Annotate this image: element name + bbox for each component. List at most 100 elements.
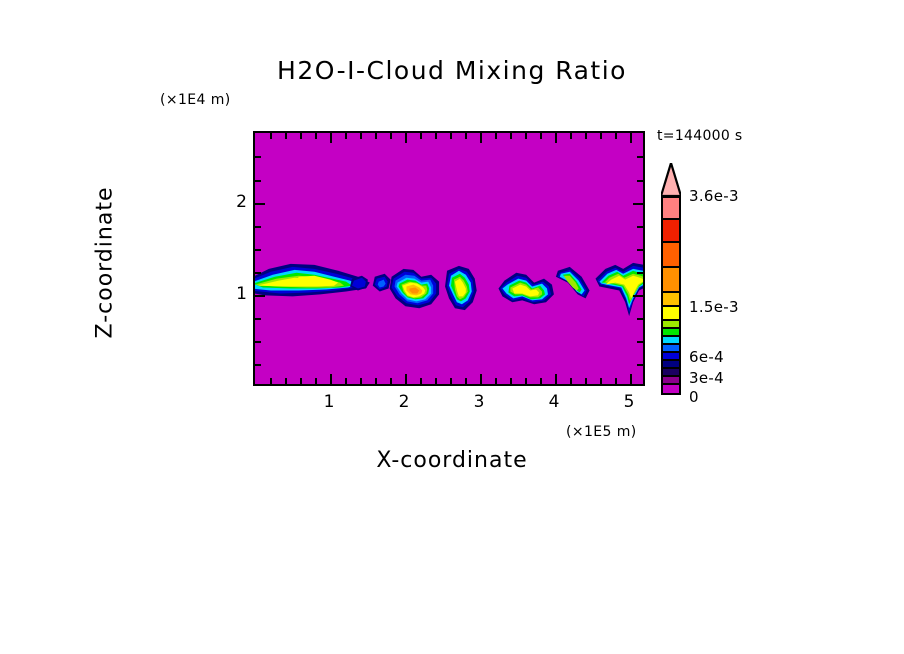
y-minor-tick [255,156,261,158]
y-minor-tick-right [637,226,643,228]
heatmap-field [255,133,643,384]
colorbar-label-mid: 1.5e-3 [689,298,739,316]
x-minor-tick-top [285,133,287,139]
x-minor-tick [450,378,452,384]
x-minor-tick-top [615,133,617,139]
x-minor-tick-top [510,133,512,139]
x-minor-tick [510,378,512,384]
colorbar: 3.6e-3 1.5e-3 6e-4 3e-4 0 [661,163,781,406]
x-minor-tick-top [540,133,542,139]
x-minor-tick-top [270,133,272,139]
x-minor-tick-top [525,133,527,139]
y-major-tick [255,295,265,297]
colorbar-label-zero: 0 [689,388,699,406]
colorbar-label-6e-4: 6e-4 [689,348,724,366]
x-major-tick-top [405,133,407,143]
x-minor-tick [525,378,527,384]
x-major-tick [555,374,557,384]
x-minor-tick-top [315,133,317,139]
x-minor-tick-top [585,133,587,139]
x-tick-label: 5 [623,392,635,412]
x-minor-tick-top [390,133,392,139]
y-minor-tick [255,180,261,182]
x-minor-tick [390,378,392,384]
y-minor-tick-right [637,156,643,158]
x-minor-tick [315,378,317,384]
y-minor-tick-right [637,341,643,343]
x-tick-label: 1 [323,392,335,412]
y-tick-label: 1 [236,284,247,304]
x-tick-label: 4 [548,392,560,412]
x-axis-units-label: (×1E5 m) [566,424,637,440]
x-major-tick-top [480,133,482,143]
colorbar-arrow-icon [661,163,681,196]
timestamp-annotation: t=144000 s [657,128,743,144]
y-minor-tick-right [637,249,643,251]
colorband-yellow [663,307,679,321]
x-major-tick [330,374,332,384]
x-minor-tick [270,378,272,384]
x-minor-tick [465,378,467,384]
colorband-gold [663,293,679,307]
x-minor-tick [615,378,617,384]
x-major-tick-top [630,133,632,143]
cloud-feature-2 [350,273,391,292]
colorbar-label-3e-4: 3e-4 [689,369,724,387]
x-minor-tick [420,378,422,384]
colorband-magenta [663,385,679,393]
y-minor-tick [255,364,261,366]
x-tick-label: 3 [473,392,485,412]
x-minor-tick-top [495,133,497,139]
y-minor-tick [255,226,261,228]
colorbar-bands [661,196,681,395]
x-axis-title: X-coordinate [376,448,528,473]
page-title: H2O-I-Cloud Mixing Ratio [277,56,627,85]
y-major-tick [255,203,265,205]
x-minor-tick [495,378,497,384]
colorband-red [663,220,679,243]
y-minor-tick-right [637,180,643,182]
x-minor-tick-top [345,133,347,139]
y-major-tick-right [633,295,643,297]
x-minor-tick [585,378,587,384]
colorband-lightblue [663,345,679,353]
colorband-green [663,329,679,337]
x-major-tick [480,374,482,384]
x-minor-tick [345,378,347,384]
y-tick-labels: 1 2 [205,131,247,386]
cloud-feature-5 [498,272,554,305]
colorband-darknavy [663,369,679,377]
y-minor-tick [255,318,261,320]
x-minor-tick [360,378,362,384]
x-major-tick-top [555,133,557,143]
cloud-feature-4 [445,265,477,311]
y-tick-label: 2 [236,192,247,212]
y-major-tick-right [633,203,643,205]
colorband-orange [663,243,679,268]
x-minor-tick-top [570,133,572,139]
x-minor-tick [435,378,437,384]
colorbar-label-max: 3.6e-3 [689,187,739,205]
y-minor-tick-right [637,318,643,320]
plot-area [253,131,645,386]
x-minor-tick [600,378,602,384]
cloud-feature-7 [595,262,643,317]
x-minor-tick [300,378,302,384]
x-major-tick [630,374,632,384]
x-major-tick [405,374,407,384]
x-minor-tick [375,378,377,384]
colorband-pink [663,198,679,220]
colorband-blue [663,353,679,361]
x-minor-tick [540,378,542,384]
x-minor-tick-top [300,133,302,139]
x-minor-tick-top [465,133,467,139]
y-axis-units-label: (×1E4 m) [160,92,231,108]
y-minor-tick-right [637,272,643,274]
y-minor-tick [255,272,261,274]
x-minor-tick-top [600,133,602,139]
y-minor-tick-right [637,364,643,366]
colorband-navy [663,361,679,369]
colorband-purple [663,377,679,385]
colorband-yellowgreen [663,321,679,329]
